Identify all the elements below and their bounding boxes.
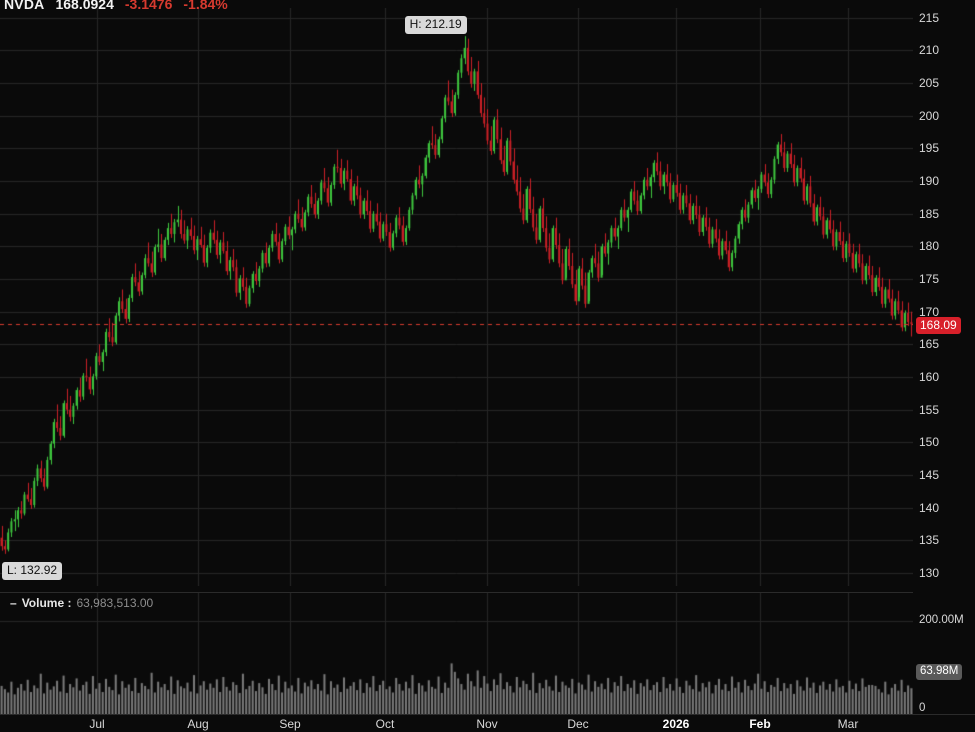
time-axis-tick: Jul bbox=[89, 717, 105, 731]
price-axis-tick: 160 bbox=[919, 370, 940, 384]
price-axis-tick: 155 bbox=[919, 402, 940, 417]
ticker-header: NVDA 168.0924 -3.1476 -1.84% bbox=[0, 0, 228, 12]
volume-axis[interactable]: 200.00M 0 63.98M bbox=[913, 592, 975, 714]
price-axis-tick: 135 bbox=[919, 533, 940, 548]
price-axis-tick: 205 bbox=[919, 76, 940, 91]
volume-legend-label: Volume : bbox=[21, 596, 72, 610]
price-axis-tick: 175 bbox=[919, 272, 940, 287]
price-axis-tick: 140 bbox=[919, 500, 940, 515]
time-axis[interactable]: Jul Aug Sep Oct Nov Dec 2026 Feb Mar bbox=[0, 714, 975, 732]
price-axis-tick: 185 bbox=[919, 206, 940, 221]
current-volume-badge: 63.98M bbox=[916, 663, 963, 680]
volume-axis-tick: 200.00M bbox=[919, 614, 964, 627]
price-change-label: -3.1476 bbox=[124, 0, 173, 12]
price-axis-tick: 200 bbox=[919, 108, 940, 123]
volume-dash-icon: – bbox=[10, 596, 17, 610]
price-chart-panel[interactable]: H: 212.19 L: 132.92 bbox=[0, 8, 913, 586]
time-axis-tick: 2026 bbox=[662, 717, 690, 731]
price-change-percent-label: -1.84% bbox=[183, 0, 228, 12]
price-axis-tick: 145 bbox=[919, 467, 940, 482]
volume-legend: – Volume : 63,983,513.00 bbox=[10, 596, 153, 610]
price-axis[interactable]: 215 210 205 200 195 190 185 180 175 170 165 160 155 1… bbox=[913, 0, 975, 590]
price-axis-tick: 215 bbox=[919, 10, 940, 25]
price-axis-tick: 195 bbox=[919, 141, 940, 156]
price-axis-tick: 180 bbox=[919, 239, 940, 254]
volume-chart-panel[interactable] bbox=[0, 592, 913, 715]
symbol-label: NVDA bbox=[4, 0, 45, 12]
candlestick-canvas[interactable] bbox=[0, 8, 913, 586]
period-low-callout: L: 132.92 bbox=[2, 561, 63, 580]
time-axis-tick: Mar bbox=[837, 717, 859, 731]
time-axis-tick: Oct bbox=[375, 717, 395, 731]
time-axis-tick: Dec bbox=[567, 717, 589, 731]
time-axis-tick: Feb bbox=[749, 717, 771, 731]
time-axis-tick: Sep bbox=[279, 717, 301, 731]
price-axis-tick: 190 bbox=[919, 174, 940, 189]
price-axis-tick: 170 bbox=[919, 304, 940, 319]
price-axis-tick: 130 bbox=[919, 565, 940, 580]
volume-canvas[interactable] bbox=[0, 593, 913, 715]
price-axis-tick: 150 bbox=[919, 435, 940, 450]
time-axis-tick: Nov bbox=[476, 717, 498, 731]
price-axis-tick: 165 bbox=[919, 337, 940, 352]
time-axis-tick: Aug bbox=[187, 717, 209, 731]
volume-axis-tick: 0 bbox=[919, 702, 926, 714]
current-price-badge: 168.09 bbox=[916, 317, 961, 335]
price-axis-tick: 210 bbox=[919, 43, 940, 58]
volume-legend-value: 63,983,513.00 bbox=[76, 596, 154, 610]
last-price-label: 168.0924 bbox=[55, 0, 114, 12]
period-high-callout: H: 212.19 bbox=[404, 16, 467, 35]
